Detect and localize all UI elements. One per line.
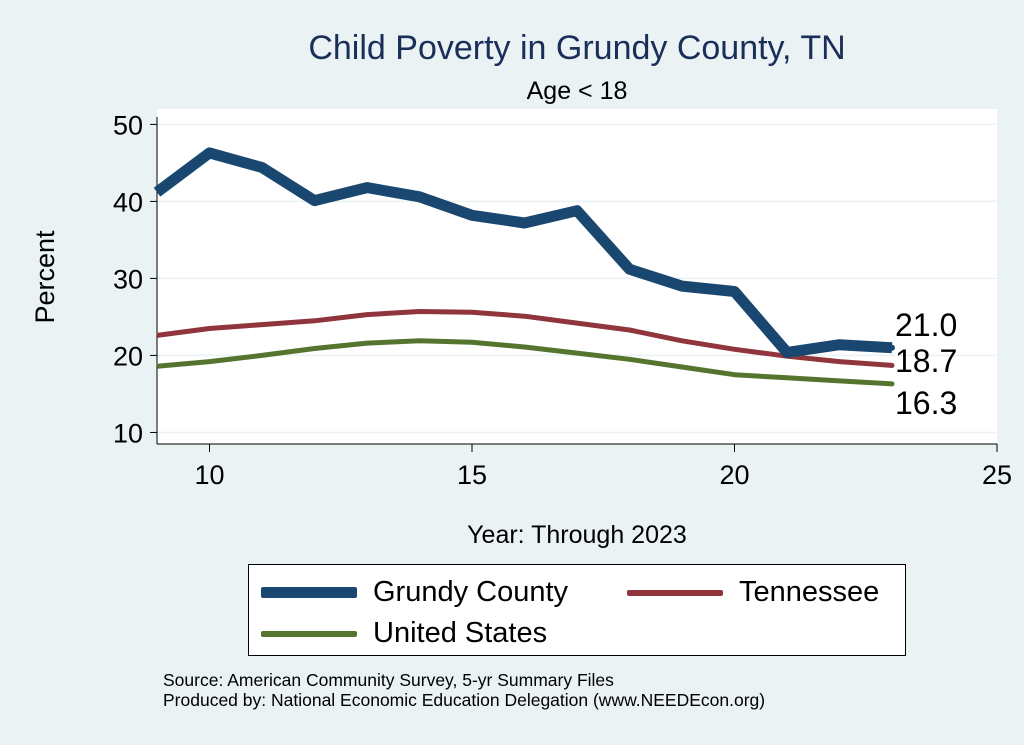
legend-label-united-states: United States bbox=[373, 617, 548, 649]
legend-item-tennessee: Tennessee bbox=[627, 576, 879, 609]
chart-svg: Child Poverty in Grundy County, TN Age <… bbox=[30, 29, 1012, 549]
gridlines bbox=[157, 123, 997, 434]
series-line-tennessee bbox=[156, 309, 893, 368]
legend-swatch-united-states bbox=[261, 630, 357, 637]
legend-label-grundy-county: Grundy County bbox=[373, 576, 569, 608]
y-tick-label-10: 10 bbox=[113, 418, 143, 448]
series-lines bbox=[153, 147, 895, 387]
chart-title: Child Poverty in Grundy County, TN bbox=[308, 29, 845, 67]
y-tick-label-30: 30 bbox=[113, 264, 143, 294]
x-tick-label-20: 20 bbox=[719, 460, 749, 490]
y-axis-label: Percent bbox=[30, 230, 60, 324]
source-line: Source: American Community Survey, 5-yr … bbox=[163, 670, 614, 690]
legend-item-united-states: United States bbox=[261, 617, 547, 650]
end-label-united-states: 16.3 bbox=[895, 385, 957, 421]
x-tick-label-15: 15 bbox=[457, 460, 487, 490]
y-tick-label-40: 40 bbox=[113, 187, 143, 217]
y-tick-label-20: 20 bbox=[113, 341, 143, 371]
end-point-grundy-county bbox=[889, 344, 895, 351]
produced-by-line: Produced by: National Economic Education… bbox=[163, 690, 766, 710]
end-point-united-states bbox=[889, 381, 895, 387]
x-tick-label-25: 25 bbox=[982, 460, 1012, 490]
x-tick-label-10: 10 bbox=[194, 460, 224, 490]
source-note: Source: American Community Survey, 5-yr … bbox=[163, 670, 765, 710]
legend-swatch-grundy-county bbox=[261, 587, 357, 598]
y-tick-label-50: 50 bbox=[113, 110, 143, 140]
legend-item-grundy-county: Grundy County bbox=[261, 576, 568, 609]
series-line-united-states bbox=[156, 338, 893, 387]
end-point-tennessee bbox=[889, 362, 895, 368]
plot-area bbox=[157, 109, 997, 444]
chart-subtitle: Age < 18 bbox=[527, 77, 628, 105]
legend-swatch-tennessee bbox=[627, 589, 723, 596]
legend-label-tennessee: Tennessee bbox=[739, 576, 880, 608]
end-label-tennessee: 18.7 bbox=[895, 343, 957, 379]
series-line-grundy-county bbox=[153, 147, 893, 358]
end-labels: 21.018.7 16.3 bbox=[895, 307, 957, 421]
legend: Grundy County Tennessee United States bbox=[248, 564, 906, 656]
axes: 10 20 30 40 50 10 15 20 25 bbox=[113, 110, 1012, 490]
end-label-grundy-county: 21.0 bbox=[895, 307, 957, 343]
x-axis-label: Year: Through 2023 bbox=[467, 521, 687, 549]
